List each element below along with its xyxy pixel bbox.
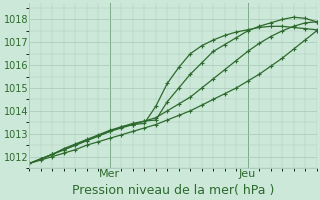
- X-axis label: Pression niveau de la mer( hPa ): Pression niveau de la mer( hPa ): [72, 184, 274, 197]
